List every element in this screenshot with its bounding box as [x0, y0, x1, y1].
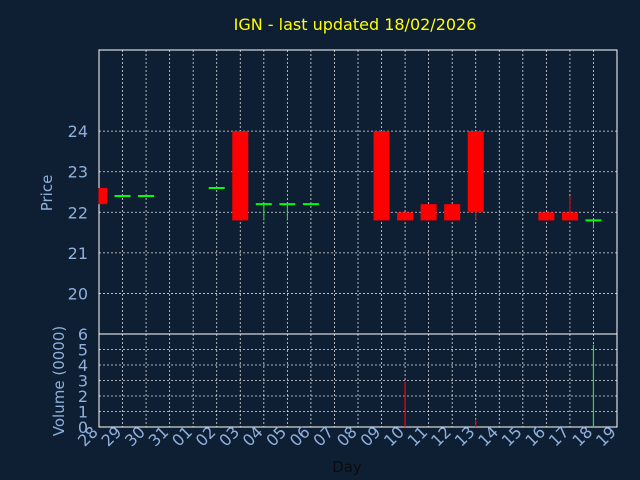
candle-body	[232, 131, 249, 221]
volume-axis-label: Volume (0000)	[50, 326, 68, 436]
candle-body	[467, 131, 484, 213]
volume-tick-label: 5	[78, 341, 88, 360]
volume-tick-label: 4	[78, 356, 88, 375]
candle-body	[444, 204, 461, 221]
candles	[98, 131, 602, 229]
candle-body	[99, 187, 107, 205]
price-tick-label: 24	[68, 122, 88, 141]
price-grid	[98, 50, 618, 334]
volume-tick-label: 6	[78, 325, 88, 344]
candle-body	[397, 212, 414, 221]
volume-bars	[404, 344, 595, 427]
volume-panel	[98, 333, 618, 428]
volume-tick-label: 0	[78, 418, 88, 437]
x-axis-label: Day	[332, 458, 362, 476]
price-tick-label: 21	[68, 244, 88, 263]
volume-grid	[98, 333, 618, 428]
candle-body	[373, 131, 390, 221]
price-tick-label: 20	[68, 284, 88, 303]
price-tick-label: 23	[68, 163, 88, 182]
candle-body	[538, 212, 555, 221]
chart-title: IGN - last updated 18/02/2026	[234, 15, 477, 34]
price-axis-label: Price	[38, 175, 56, 212]
volume-tick-label: 3	[78, 372, 88, 391]
price-tick-label: 22	[68, 203, 88, 222]
volume-tick-label: 1	[78, 403, 88, 422]
price-axis-ticks: 20 21 22 23 24	[68, 122, 88, 303]
volume-tick-label: 2	[78, 387, 88, 406]
x-axis-ticks: 2829303101020304050607080910111213141516…	[74, 422, 620, 450]
candle-body	[420, 204, 437, 221]
candle-body	[561, 212, 578, 221]
